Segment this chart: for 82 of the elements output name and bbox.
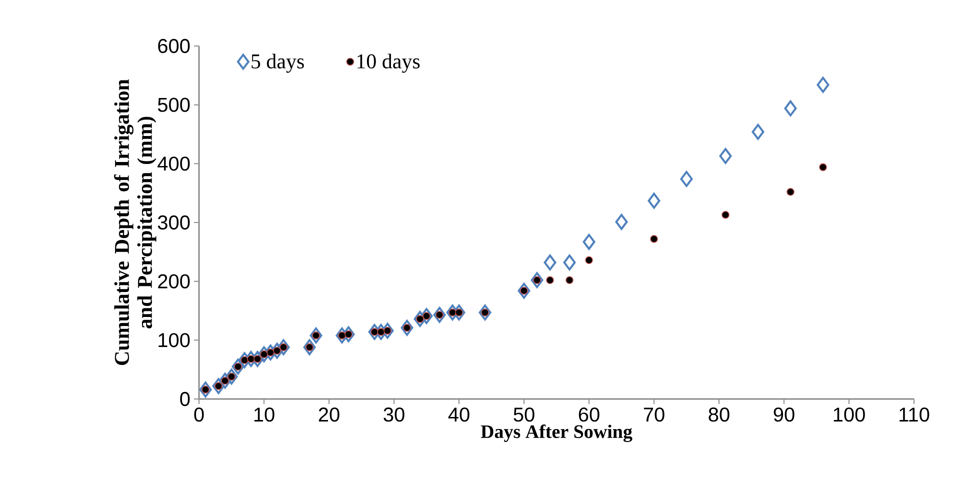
point [478,304,492,320]
point [384,326,392,335]
point [648,192,660,209]
y-tick-label: 300 [158,215,190,230]
y-tick-label: 400 [158,156,190,171]
x-tick-label: 100 [834,408,865,422]
point [752,124,764,140]
y-tick-label: 0 [180,392,190,406]
point [266,348,274,356]
point [254,355,262,363]
legend-label: 5 days [252,54,304,73]
point [416,315,424,323]
point [544,254,556,270]
x-tick-label: 90 [774,408,794,422]
point [260,350,268,358]
point [414,310,426,327]
x-tick-label: 10 [254,408,274,422]
point [280,343,288,352]
y-tick-label: 100 [158,333,190,348]
point [403,324,411,332]
point [615,214,628,230]
x-tick-label: 50 [514,408,534,422]
point [338,332,346,340]
point [306,343,314,352]
point [455,308,463,316]
point [312,332,320,340]
x-tick-label: 30 [384,408,404,422]
point [277,339,290,356]
point [240,356,248,364]
y-tick-label: 500 [158,98,190,112]
point [232,358,244,375]
x-tick-label: 40 [448,408,470,422]
point [819,163,827,172]
point [422,312,430,320]
point [650,235,658,243]
point [202,386,210,394]
point [448,308,456,316]
point [784,100,797,116]
point [566,276,574,284]
point [481,308,489,316]
x-tick-label: 60 [578,408,600,422]
point [225,368,238,385]
point [370,328,378,336]
point [530,272,544,288]
point [585,256,593,264]
x-tick-label: 70 [644,408,664,422]
point [303,339,316,356]
point [199,382,212,398]
point [816,76,830,93]
point [518,282,530,299]
point [520,286,528,295]
point [377,328,385,336]
point [221,376,229,385]
point [400,320,414,336]
point [680,170,693,187]
y-tick-label: 600 [158,38,190,54]
point [533,276,541,284]
x-tick-label: 20 [318,408,340,422]
point [214,382,222,390]
point [722,210,730,219]
point [420,308,433,324]
point [234,362,242,371]
point [563,254,576,270]
point [228,372,236,381]
point [436,310,444,319]
legend-label: 10 days [358,54,420,73]
y-axis-title: Cumulative Depth of Irrigation and Percipitation (mm) [114,79,156,365]
x-tick-label: 80 [708,408,730,422]
x-axis-title: Days After Sowing [480,424,632,442]
y-tick-label: 200 [158,274,190,288]
point [786,188,794,196]
point [433,306,446,323]
point [719,148,732,164]
point [582,234,596,250]
point [344,330,352,338]
point [273,346,281,355]
point [310,327,322,344]
x-tick-label: 110 [900,408,930,422]
point [546,276,554,284]
point [247,355,255,363]
x-tick-label: 0 [194,408,204,422]
point [212,378,225,394]
